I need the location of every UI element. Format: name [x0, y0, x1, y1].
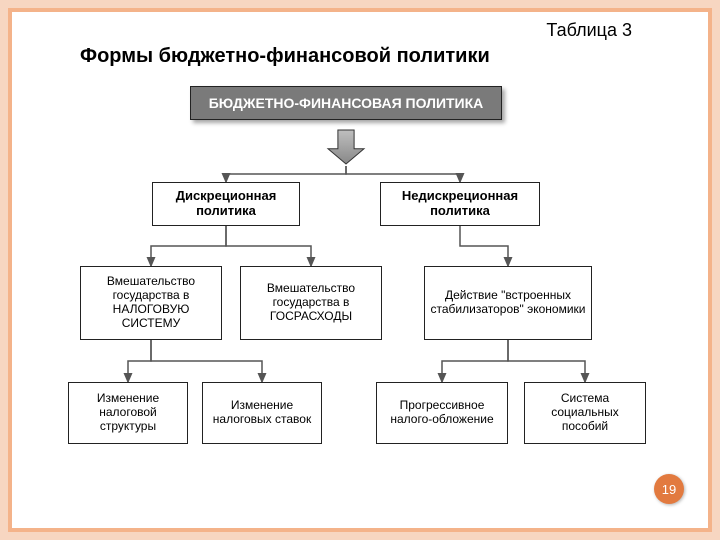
node-l3a-label: Вмешательство государства в НАЛОГОВУЮ СИ… [85, 275, 217, 330]
slide-content: Таблица 3 Формы бюджетно-финансовой поли… [28, 20, 692, 520]
edge-5 [128, 340, 151, 382]
node-l3c: Действие "встроенных стабилизаторов" эко… [424, 266, 592, 340]
edge-4 [460, 226, 508, 266]
node-l2b-label: Недискреционная политика [385, 189, 535, 219]
slide-number-badge: 19 [654, 474, 684, 504]
node-l4b: Изменение налоговых ставок [202, 382, 322, 444]
node-l3b: Вмешательство государства в ГОСРАСХОДЫ [240, 266, 382, 340]
node-l4b-label: Изменение налоговых ставок [207, 399, 317, 427]
table-label: Таблица 3 [28, 20, 632, 41]
node-l2a: Дискреционная политика [152, 182, 300, 226]
node-l4d-label: Система социальных пособий [529, 392, 641, 433]
node-l4d: Система социальных пособий [524, 382, 646, 444]
node-l3b-label: Вмешательство государства в ГОСРАСХОДЫ [245, 282, 377, 323]
slide-number: 19 [662, 482, 676, 497]
diagram: БЮДЖЕТНО-ФИНАНСОВАЯ ПОЛИТИКА Дискреционна… [28, 86, 692, 486]
edge-7 [442, 340, 508, 382]
edge-2 [151, 226, 226, 266]
node-l2b: Недискреционная политика [380, 182, 540, 226]
node-l2a-label: Дискреционная политика [157, 189, 295, 219]
node-l4a-label: Изменение налоговой структуры [73, 392, 183, 433]
node-l4c: Прогрессивное налого-обложение [376, 382, 508, 444]
node-root-label: БЮДЖЕТНО-ФИНАНСОВАЯ ПОЛИТИКА [195, 95, 497, 111]
node-root: БЮДЖЕТНО-ФИНАНСОВАЯ ПОЛИТИКА [190, 86, 502, 120]
node-l3c-label: Действие "встроенных стабилизаторов" эко… [429, 289, 587, 317]
page-title: Формы бюджетно-финансовой политики [80, 45, 692, 68]
edge-8 [508, 340, 585, 382]
edge-1 [346, 166, 460, 182]
node-l4a: Изменение налоговой структуры [68, 382, 188, 444]
edge-0 [226, 166, 346, 182]
edge-3 [226, 226, 311, 266]
down-arrow-icon [328, 130, 364, 164]
node-l4c-label: Прогрессивное налого-обложение [381, 399, 503, 427]
node-l3a: Вмешательство государства в НАЛОГОВУЮ СИ… [80, 266, 222, 340]
edge-6 [151, 340, 262, 382]
